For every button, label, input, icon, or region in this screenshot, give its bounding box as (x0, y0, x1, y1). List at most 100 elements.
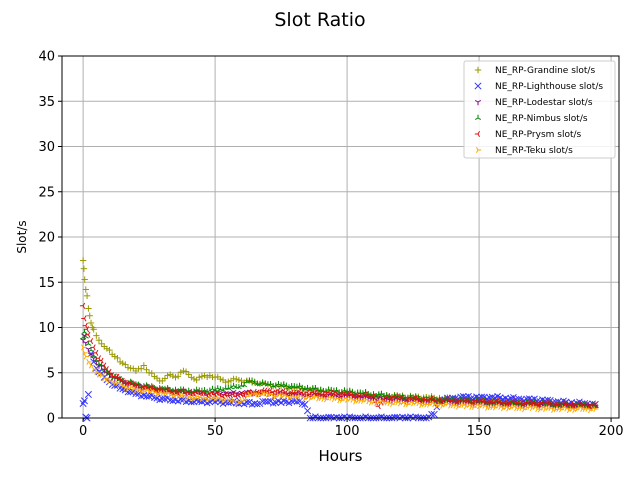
x-tick-label: 50 (207, 424, 224, 439)
data-point (79, 257, 87, 264)
interpolated-point (175, 373, 182, 380)
interpolated-point (190, 375, 197, 382)
interpolated-point (124, 388, 132, 396)
interpolated-point (242, 396, 248, 403)
legend: NE_RP-Grandine slot/s NE_RP-Lighthouse sl… (463, 60, 616, 159)
interpolated-point (103, 345, 110, 352)
interpolated-point (98, 357, 104, 364)
data-point (80, 397, 88, 405)
interpolated-point (99, 372, 105, 378)
data-point (86, 312, 93, 319)
y-tick-label: 30 (38, 140, 55, 155)
y-tick-label: 10 (38, 321, 55, 336)
series-ne-rp-prysm-slot-s (79, 302, 598, 410)
interpolated-point (103, 366, 109, 372)
interpolated-point (486, 394, 494, 402)
y-tick-label: 25 (38, 185, 55, 200)
legend-marker (474, 99, 482, 106)
data-point (106, 346, 113, 354)
data-point (225, 378, 232, 385)
interpolated-point (177, 369, 184, 376)
data-point (370, 393, 376, 400)
data-point (84, 390, 92, 399)
data-point (95, 336, 103, 344)
data-point (83, 353, 89, 360)
data-point (81, 315, 87, 322)
data-point (375, 403, 381, 410)
legend-label: NE_RP-Teku slot/s (495, 146, 573, 156)
data-point (92, 364, 100, 372)
interpolated-point (209, 385, 216, 391)
interpolated-point (412, 413, 420, 421)
data-point (301, 400, 309, 408)
interpolated-point (148, 370, 155, 377)
interpolated-point (169, 373, 176, 380)
interpolated-point (143, 393, 150, 400)
data-point (90, 344, 96, 351)
data-point (167, 371, 174, 378)
x-tick-label: 0 (79, 424, 87, 439)
y-tick-label: 20 (38, 231, 55, 246)
data-point (251, 399, 259, 408)
data-point (488, 393, 496, 401)
data-point (198, 373, 206, 380)
data-point (90, 326, 97, 333)
data-point (81, 344, 87, 351)
data-point (193, 376, 200, 384)
data-point (116, 358, 124, 366)
data-point (81, 276, 88, 283)
interpolated-point (512, 395, 520, 403)
legend-label: NE_RP-Nimbus slot/s (495, 114, 588, 124)
interpolated-point (196, 374, 203, 381)
interpolated-point (298, 400, 306, 408)
legend-label: NE_RP-Lighthouse slot/s (495, 82, 603, 92)
data-point (180, 367, 187, 375)
data-point (85, 331, 91, 338)
legend-marker (475, 146, 482, 154)
interpolated-point (293, 398, 301, 406)
legend-marker (474, 130, 481, 138)
legend-label: NE_RP-Prysm slot/s (495, 130, 582, 140)
data-point (145, 392, 153, 400)
x-tick-label: 200 (599, 424, 624, 439)
interpolated-point (119, 360, 126, 367)
data-point (111, 353, 118, 360)
interpolated-point (235, 377, 242, 384)
legend-label: NE_RP-Grandine slot/s (495, 66, 595, 76)
data-point (106, 368, 112, 375)
y-axis-label: Slot/s (15, 220, 29, 253)
interpolated-point (166, 396, 174, 404)
x-axis-label: Hours (319, 447, 363, 465)
data-point (86, 358, 92, 365)
interpolated-point (124, 364, 131, 371)
data-point (80, 265, 88, 272)
data-point (593, 405, 599, 412)
interpolated-point (164, 372, 171, 379)
data-point (89, 362, 95, 369)
legend-label: NE_RP-Lodestar slot/s (495, 98, 593, 108)
series-ne-rp-grandine-slot-s (79, 257, 599, 410)
data-point (82, 286, 89, 293)
legend-marker (474, 82, 482, 90)
y-tick-label: 0 (47, 412, 55, 427)
data-point (172, 374, 179, 381)
data-point (87, 338, 94, 345)
data-point (158, 395, 166, 403)
data-point (83, 292, 91, 300)
data-point (233, 375, 240, 383)
interpolated-point (220, 387, 226, 393)
series-ne-rp-teku-slot-s (81, 344, 599, 414)
x-tick-label: 100 (335, 424, 360, 439)
interpolated-point (217, 376, 224, 383)
interpolated-point (214, 385, 221, 391)
data-point (82, 322, 88, 329)
interpolated-point (138, 365, 145, 372)
data-point (153, 374, 161, 382)
interpolated-point (183, 368, 190, 375)
data-point (93, 349, 99, 356)
series-ne-rp-lighthouse-slot-s (79, 350, 599, 422)
y-tick-label: 5 (47, 366, 55, 381)
data-point (303, 407, 312, 415)
interpolated-point (478, 393, 486, 401)
